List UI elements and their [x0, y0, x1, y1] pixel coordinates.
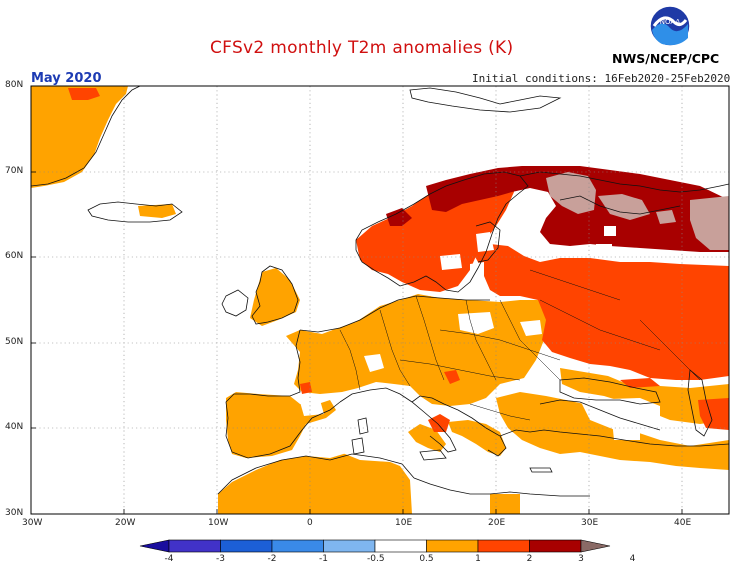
legend-label: -3	[216, 554, 225, 564]
lon-label-20w: 20W	[115, 518, 136, 528]
lon-label-0: 0	[307, 518, 313, 528]
lat-label-80n: 80N	[5, 80, 24, 90]
lon-label-20e: 20E	[488, 518, 506, 528]
lat-label-50n: 50N	[5, 337, 24, 347]
lon-label-30e: 30E	[581, 518, 599, 528]
lon-label-40e: 40E	[674, 518, 692, 528]
legend-label: 4	[629, 554, 636, 564]
lat-label-60n: 60N	[5, 251, 24, 261]
initial-conditions: Initial conditions: 16Feb2020-25Feb2020	[472, 72, 731, 85]
anomaly-region-neutral-north	[440, 200, 548, 278]
noaa-logo: NOAA	[648, 4, 692, 52]
lat-label-70n: 70N	[5, 166, 24, 176]
forecast-period: May 2020	[31, 71, 102, 86]
lon-label-30w: 30W	[22, 518, 43, 528]
legend-label: 2	[526, 554, 533, 564]
lat-label-30n: 30N	[5, 508, 24, 518]
legend-label: -1	[319, 554, 328, 564]
logo-text: NOAA	[660, 18, 681, 26]
legend-label: 1	[475, 554, 481, 564]
legend-label: 3	[578, 554, 584, 564]
anomaly-region-neutral	[300, 312, 660, 462]
legend-label: -4	[164, 554, 174, 564]
lon-label-10e: 10E	[395, 518, 413, 528]
map-frame	[30, 85, 730, 515]
chart-title: CFSv2 monthly T2m anomalies (K)	[210, 38, 514, 58]
map-grid	[31, 86, 729, 514]
anomaly-region-3-4	[546, 172, 729, 250]
organization-label: NWS/NCEP/CPC	[612, 51, 720, 66]
anomaly-region-1-2	[68, 88, 729, 432]
legend-label: -0.5	[367, 554, 385, 564]
coastlines	[30, 85, 730, 497]
lon-label-10w: 10W	[208, 518, 229, 528]
legend-label: -2	[267, 554, 277, 564]
lat-label-40n: 40N	[5, 422, 24, 432]
anomaly-region-0.5-1	[31, 86, 729, 514]
legend-label: 0.5	[419, 554, 434, 564]
